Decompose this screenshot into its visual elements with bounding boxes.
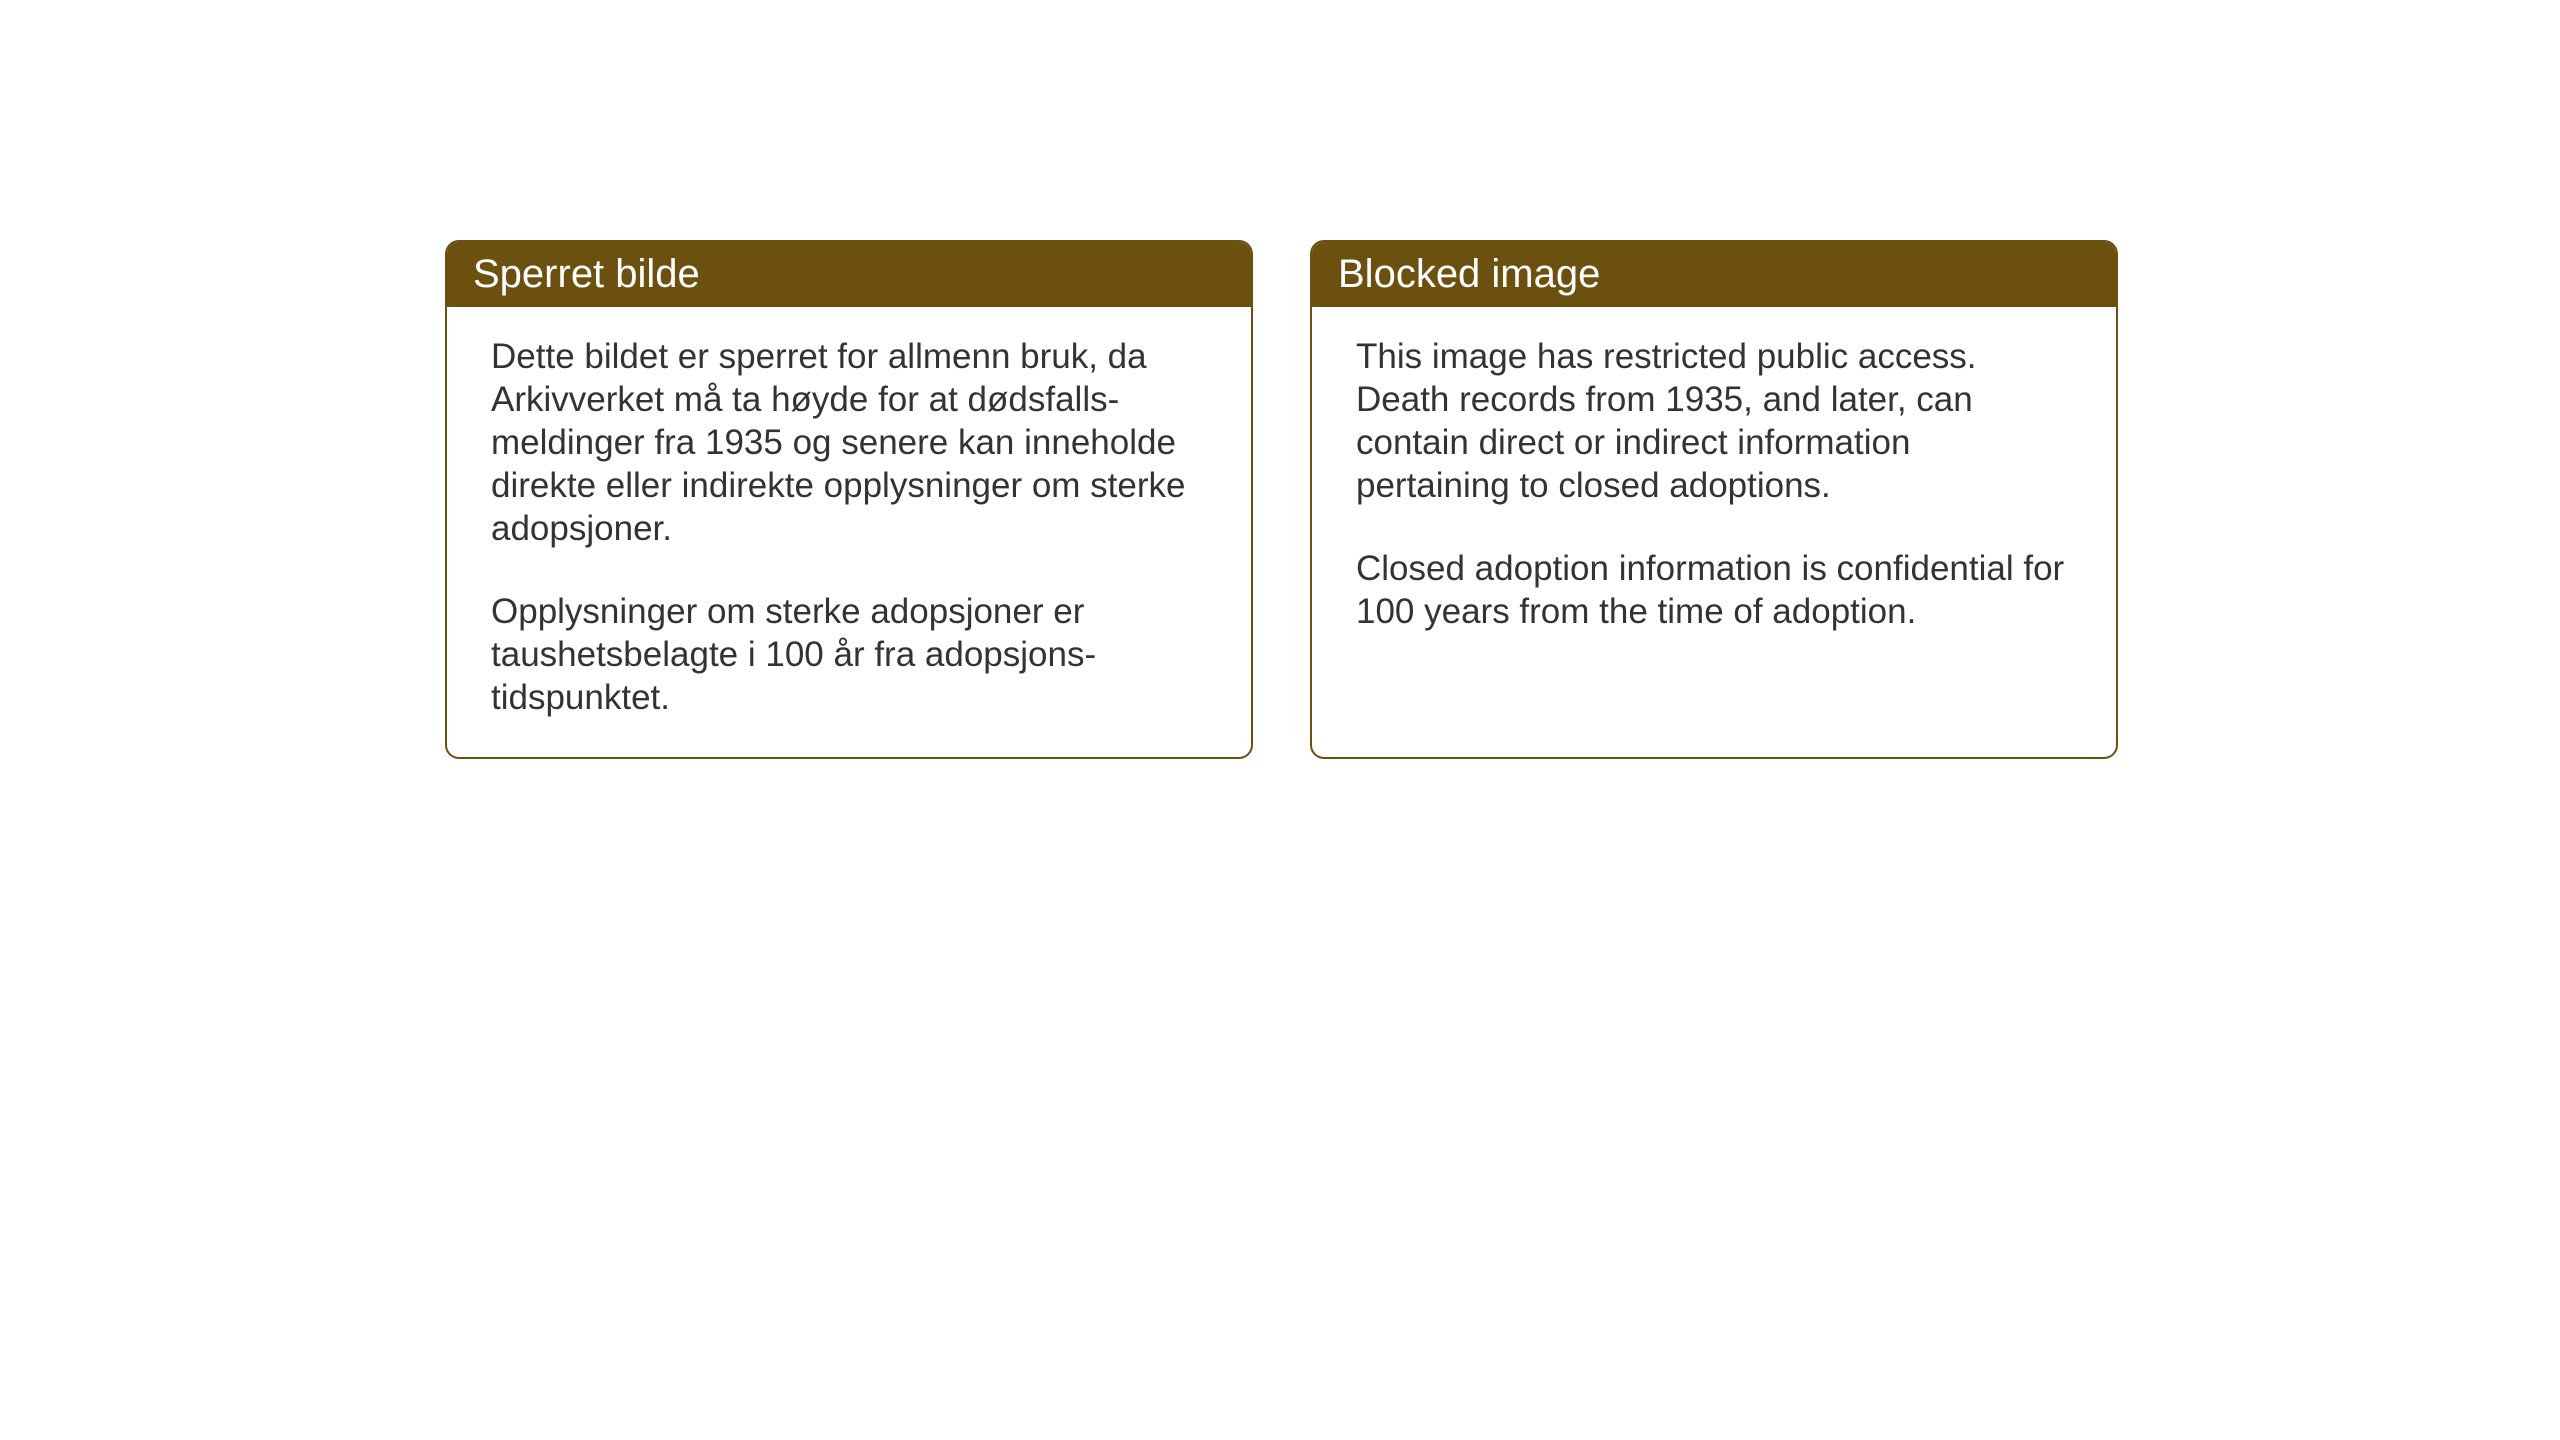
card-paragraph2-english: Closed adoption information is confident…: [1356, 547, 2072, 633]
card-body-norwegian: Dette bildet er sperret for allmenn bruk…: [447, 307, 1251, 757]
notice-container: Sperret bilde Dette bildet er sperret fo…: [445, 240, 2118, 759]
card-title-norwegian: Sperret bilde: [473, 252, 700, 296]
card-body-english: This image has restricted public access.…: [1312, 307, 2116, 671]
notice-card-norwegian: Sperret bilde Dette bildet er sperret fo…: [445, 240, 1253, 759]
card-header-norwegian: Sperret bilde: [447, 242, 1251, 307]
card-paragraph1-norwegian: Dette bildet er sperret for allmenn bruk…: [491, 335, 1207, 550]
card-title-english: Blocked image: [1338, 252, 1600, 296]
card-header-english: Blocked image: [1312, 242, 2116, 307]
card-paragraph2-norwegian: Opplysninger om sterke adopsjoner er tau…: [491, 590, 1207, 719]
card-paragraph1-english: This image has restricted public access.…: [1356, 335, 2072, 507]
notice-card-english: Blocked image This image has restricted …: [1310, 240, 2118, 759]
